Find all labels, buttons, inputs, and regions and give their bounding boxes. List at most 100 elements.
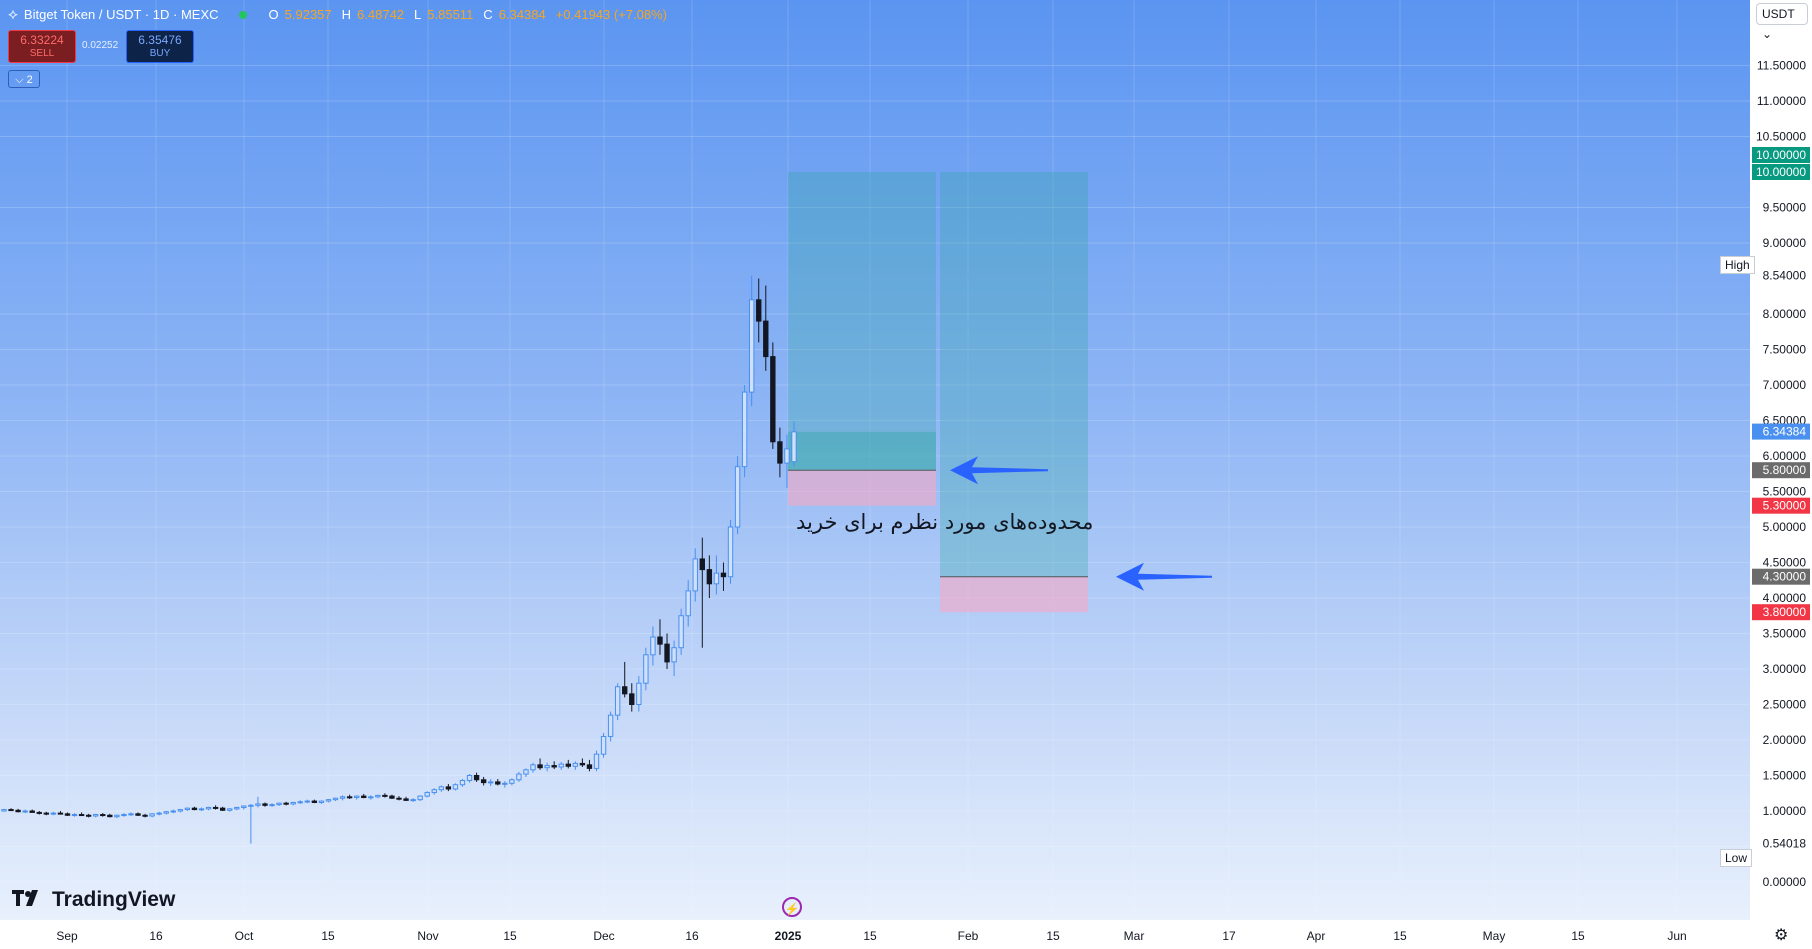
candle-body: [8, 809, 14, 812]
candle-body: [283, 802, 289, 805]
time-tick-label: 15: [1046, 929, 1060, 943]
candle-body: [650, 636, 656, 656]
arrow-to-zone-1: [950, 456, 1048, 485]
candle-body: [551, 765, 557, 768]
candle-body: [713, 572, 720, 585]
candle-body: [50, 812, 57, 815]
candle-body: [763, 320, 769, 358]
candle-body: [692, 558, 698, 592]
candle-body: [622, 686, 628, 695]
candle-body: [509, 779, 515, 784]
high-value: 6.48742: [357, 7, 405, 22]
candle-body: [657, 636, 663, 645]
candle-body: [607, 714, 614, 737]
candle-body: [241, 805, 247, 808]
time-tick-label: Dec: [593, 929, 614, 943]
long-position-1-stop-zone: [788, 470, 936, 506]
candle-body: [466, 775, 473, 781]
candle-body: [495, 781, 501, 785]
buy-price: 6.35476: [138, 33, 182, 47]
lightning-icon[interactable]: ⚡: [782, 897, 802, 917]
candle-body: [777, 441, 783, 464]
candle-body: [741, 391, 748, 468]
sell-button[interactable]: 6.33224 SELL: [8, 30, 76, 63]
candle-body: [311, 800, 318, 803]
candle-body: [438, 786, 445, 791]
candle-body: [770, 356, 776, 443]
candle-body: [445, 786, 452, 790]
candle-body: [22, 810, 28, 813]
candle-body: [64, 813, 71, 816]
candle-body: [706, 569, 713, 585]
low-tag: Low: [1720, 849, 1753, 867]
candle-body: [234, 806, 240, 810]
candle-body: [720, 572, 727, 578]
candle-body: [593, 753, 600, 769]
candle-body: [678, 615, 684, 649]
candle-body: [579, 762, 586, 766]
candle-body: [565, 763, 571, 767]
candle-body: [452, 784, 459, 790]
spread-value: 0.02252: [82, 40, 119, 51]
market-status-dot: [238, 10, 247, 19]
time-tick-label: 2025: [775, 929, 802, 943]
symbol-title[interactable]: Bitget Token / USDT · 1D · MEXC: [23, 7, 219, 22]
long-position-2-target-zone: [940, 172, 1088, 577]
candle-body: [205, 806, 212, 810]
time-tick-label: Sep: [56, 929, 78, 943]
buy-button[interactable]: 6.35476 BUY: [126, 30, 194, 63]
candle-body: [791, 431, 797, 463]
candle-body: [93, 814, 99, 817]
time-tick-label: 15: [1393, 929, 1407, 943]
candle-body: [417, 795, 423, 801]
plot-area[interactable]: ⟡ Bitget Token / USDT · 1D · MEXC O 5.923…: [0, 0, 1750, 920]
candle-body: [614, 686, 621, 716]
candle-body: [636, 682, 642, 706]
candle-body: [361, 795, 367, 799]
candle-body: [128, 813, 134, 816]
candle-body: [15, 809, 21, 813]
time-tick-label: Oct: [235, 929, 254, 943]
buy-zones-annotation[interactable]: محدوده‌های مورد نظرم برای خرید: [796, 510, 1094, 534]
candle-body: [431, 789, 437, 794]
candle-body: [727, 526, 734, 578]
candle-body: [396, 797, 402, 800]
candle-body: [170, 810, 176, 813]
currency-select[interactable]: USDT ⌄: [1756, 3, 1808, 41]
settings-gear-icon[interactable]: ⚙: [1774, 927, 1789, 944]
candle-body: [163, 811, 169, 814]
candle-body: [629, 693, 635, 705]
low-value: 5.85511: [427, 7, 474, 22]
candle-body: [227, 808, 233, 811]
time-tick-label: 15: [321, 929, 335, 943]
sell-price: 6.33224: [20, 33, 64, 47]
candle-body: [156, 812, 162, 815]
price-axis[interactable]: [1750, 0, 1812, 920]
candle-body: [248, 804, 254, 807]
change-value: +0.41943 (+7.08%): [555, 7, 667, 22]
candle-body: [71, 814, 78, 817]
time-tick-label: 15: [1571, 929, 1585, 943]
candle-body: [269, 804, 275, 807]
candle-body: [353, 795, 360, 799]
chart-canvas[interactable]: [0, 0, 1750, 920]
candle-body: [558, 763, 564, 768]
candle-body: [304, 800, 310, 803]
candle-body: [586, 764, 593, 769]
candle-body: [191, 807, 198, 811]
open-key: O: [268, 7, 279, 22]
candle-body: [121, 814, 127, 817]
candle-body: [318, 800, 325, 803]
candle-body: [389, 795, 395, 799]
time-tick-label: 16: [685, 929, 699, 943]
long-position-2-stop-zone: [940, 576, 1088, 613]
tradingview-logo-text: TradingView: [52, 888, 176, 911]
indicators-collapse-button[interactable]: ⌵ 2: [8, 70, 40, 88]
tradingview-logo[interactable]: TradingView: [12, 888, 175, 912]
candle-body: [325, 799, 332, 802]
candle-body: [502, 782, 508, 785]
candle-body: [29, 810, 35, 813]
candle-body: [262, 803, 268, 806]
open-value: 5.92357: [284, 7, 332, 22]
